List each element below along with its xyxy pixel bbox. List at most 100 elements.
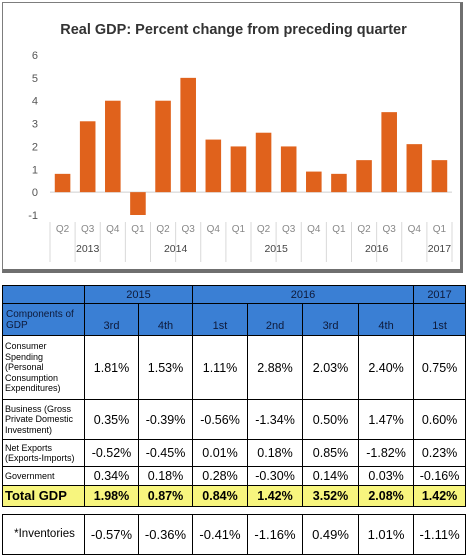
component-label: Government	[2, 466, 85, 486]
bar	[331, 173, 347, 193]
quarter-header: 1st	[192, 303, 249, 336]
component-value: 0.75%	[413, 335, 467, 400]
bar	[180, 77, 196, 193]
y-tick-label: 5	[32, 73, 38, 85]
component-value: 1.53%	[137, 335, 194, 400]
y-tick-label: 3	[32, 119, 38, 131]
quarter-header: 2nd	[247, 303, 304, 336]
spacer-cell	[302, 506, 359, 515]
year-label: 2014	[164, 243, 188, 255]
quarter-header: 3rd	[84, 303, 139, 336]
x-tick-label: Q4	[408, 224, 422, 235]
bar	[205, 139, 222, 193]
total-gdp-value: 3.52%	[302, 485, 360, 507]
x-tick-label: Q2	[257, 224, 271, 235]
component-value: -0.30%	[247, 466, 304, 486]
inventories-value: 1.01%	[358, 514, 415, 555]
bar	[280, 146, 297, 193]
total-gdp-label: Total GDP	[2, 485, 85, 507]
component-row: Business (Gross Private Domestic Investm…	[2, 399, 467, 440]
component-value: 0.34%	[84, 466, 139, 486]
component-value: 1.11%	[192, 335, 249, 400]
component-value: 0.35%	[84, 399, 139, 440]
spacer-cell	[247, 506, 303, 515]
year-label: 2017	[428, 243, 452, 255]
component-row: Consumer Spending (Personal Consumption …	[2, 335, 467, 400]
y-tick-label: 4	[32, 96, 38, 108]
y-tick-label: 6	[32, 50, 38, 62]
component-value: -0.56%	[192, 399, 249, 440]
x-tick-label: Q2	[357, 224, 371, 235]
total-gdp-value: 1.98%	[84, 485, 139, 507]
component-value: 0.14%	[302, 466, 360, 486]
year-header: 2017	[413, 285, 467, 304]
component-value: 0.23%	[413, 439, 467, 467]
component-value: -1.34%	[247, 399, 304, 440]
component-label: Net Exports (Exports-Imports)	[2, 439, 85, 467]
x-tick-label: Q3	[383, 224, 397, 235]
component-value: 2.03%	[302, 335, 360, 400]
inventories-label: *Inventories	[2, 514, 85, 555]
inventories-value: -0.36%	[137, 514, 194, 555]
gdp-components-table: 2015 2016 2017 Components of GDP 3rd 4th 1st 2n…	[2, 285, 467, 555]
component-value: 2.88%	[247, 335, 304, 400]
chart-panel: Real GDP: Percent change from preceding …	[0, 0, 467, 279]
bar	[406, 144, 423, 193]
component-value: 1.47%	[358, 399, 415, 440]
component-label: Business (Gross Private Domestic Investm…	[2, 399, 85, 440]
components-header: Components of GDP	[2, 303, 85, 336]
inventories-value: 0.49%	[302, 514, 360, 555]
component-value: 0.03%	[358, 466, 415, 486]
year-header-row: 2015 2016 2017	[2, 285, 467, 304]
spacer-cell	[413, 506, 466, 515]
bar	[155, 100, 171, 193]
quarter-header: 4th	[358, 303, 415, 336]
quarter-header: 1st	[413, 303, 467, 336]
x-tick-label: Q4	[207, 224, 221, 235]
x-tick-label: Q3	[182, 224, 196, 235]
inventories-value: -0.41%	[192, 514, 249, 555]
bar	[79, 121, 96, 193]
component-value: 0.01%	[192, 439, 249, 467]
x-tick-label: Q1	[433, 224, 447, 235]
total-gdp-row: Total GDP 1.98% 0.87% 0.84% 1.42% 3.52% 2.08% 1…	[2, 485, 467, 507]
quarter-header: 3rd	[302, 303, 360, 336]
bar	[105, 100, 121, 193]
inventories-row: *Inventories -0.57% -0.36% -0.41% -1.16% 0.49…	[2, 514, 467, 555]
x-tick-label: Q1	[131, 224, 145, 235]
x-tick-label: Q3	[282, 224, 296, 235]
y-tick-label: 1	[32, 164, 38, 176]
y-tick-label: -1	[28, 210, 38, 222]
gdp-components-table-panel: 2015 2016 2017 Components of GDP 3rd 4th 1st 2n…	[2, 285, 467, 555]
bar	[255, 132, 272, 193]
total-gdp-value: 1.42%	[413, 485, 467, 507]
component-value: -0.39%	[137, 399, 194, 440]
x-tick-label: Q2	[56, 224, 70, 235]
x-tick-label: Q1	[232, 224, 246, 235]
component-value: -0.45%	[137, 439, 194, 467]
component-value: 2.40%	[358, 335, 415, 400]
x-tick-label: Q2	[156, 224, 170, 235]
x-tick-label: Q1	[332, 224, 346, 235]
component-value: 0.50%	[302, 399, 360, 440]
x-tick-label: Q3	[81, 224, 95, 235]
component-value: 0.28%	[192, 466, 249, 486]
spacer-cell	[192, 506, 248, 515]
component-row: Government 0.34% 0.18% 0.28% -0.30% 0.14% 0.03…	[2, 466, 467, 486]
year-header: 2016	[192, 285, 415, 304]
total-gdp-value: 0.87%	[137, 485, 194, 507]
component-row: Net Exports (Exports-Imports) -0.52% -0.45…	[2, 439, 467, 467]
total-gdp-value: 2.08%	[358, 485, 415, 507]
bar	[54, 173, 71, 193]
inventories-value: -1.16%	[247, 514, 304, 555]
year-header: 2015	[83, 285, 194, 304]
quarter-header-row: Components of GDP 3rd 4th 1st 2nd 3rd 4th 1st	[2, 303, 467, 336]
component-value: 0.18%	[137, 466, 194, 486]
year-label: 2016	[365, 243, 389, 255]
y-tick-label: 2	[32, 141, 38, 153]
component-value: -1.82%	[358, 439, 415, 467]
header-corner	[2, 285, 85, 304]
bar	[431, 160, 448, 193]
bar	[381, 112, 397, 193]
total-gdp-value: 0.84%	[192, 485, 249, 507]
